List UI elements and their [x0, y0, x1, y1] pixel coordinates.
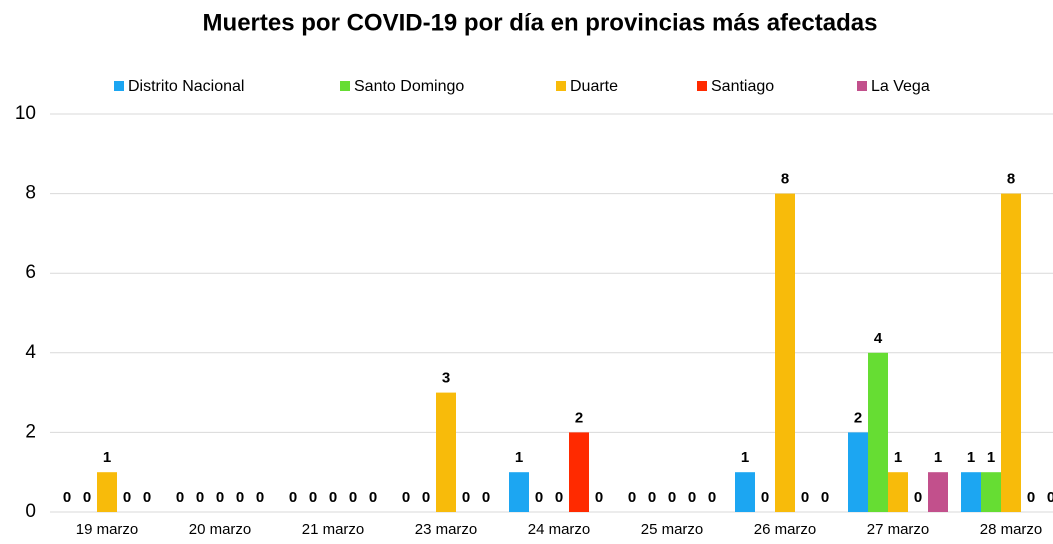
- x-tick-label: 24 marzo: [528, 521, 591, 538]
- legend-swatch: [114, 81, 124, 91]
- y-tick-label: 6: [25, 262, 36, 283]
- value-label: 0: [236, 489, 244, 506]
- value-label: 0: [256, 489, 264, 506]
- value-label: 0: [402, 489, 410, 506]
- x-tick-label: 19 marzo: [76, 521, 139, 538]
- value-label: 0: [708, 489, 716, 506]
- bar: [775, 193, 795, 512]
- bar: [97, 472, 117, 512]
- value-label: 0: [369, 489, 377, 506]
- value-label: 1: [987, 449, 995, 466]
- value-label: 0: [289, 489, 297, 506]
- value-label: 0: [143, 489, 151, 506]
- value-label: 0: [309, 489, 317, 506]
- legend-label: Santo Domingo: [354, 78, 464, 95]
- value-label: 0: [482, 489, 490, 506]
- bar: [848, 432, 868, 512]
- value-label: 0: [83, 489, 91, 506]
- value-label: 1: [515, 449, 523, 466]
- value-label: 0: [595, 489, 603, 506]
- bar: [436, 392, 456, 512]
- value-label: 0: [668, 489, 676, 506]
- bar: [961, 472, 981, 512]
- x-tick-label: 27 marzo: [867, 521, 930, 538]
- value-label: 0: [216, 489, 224, 506]
- x-tick-label: 25 marzo: [641, 521, 704, 538]
- value-label: 0: [914, 489, 922, 506]
- bar: [1001, 193, 1021, 512]
- legend-label: Duarte: [570, 78, 618, 95]
- bar: [981, 472, 1001, 512]
- value-label: 0: [329, 489, 337, 506]
- legend-swatch: [556, 81, 566, 91]
- value-label: 2: [854, 409, 862, 426]
- value-label: 4: [874, 330, 883, 347]
- bar: [735, 472, 755, 512]
- value-label: 0: [1027, 489, 1035, 506]
- x-tick-label: 20 marzo: [189, 521, 252, 538]
- value-label: 0: [1047, 489, 1053, 506]
- value-label: 1: [967, 449, 975, 466]
- bar: [569, 432, 589, 512]
- y-tick-label: 10: [15, 103, 36, 124]
- legend-swatch: [340, 81, 350, 91]
- bar: [509, 472, 529, 512]
- x-tick-label: 21 marzo: [302, 521, 365, 538]
- y-tick-label: 2: [25, 421, 36, 442]
- value-label: 0: [688, 489, 696, 506]
- bar: [868, 352, 888, 512]
- chart-title: Muertes por COVID-19 por día en provinci…: [203, 9, 878, 36]
- value-label: 0: [821, 489, 829, 506]
- value-label: 0: [176, 489, 184, 506]
- x-tick-label: 28 marzo: [980, 521, 1043, 538]
- value-label: 1: [934, 449, 942, 466]
- value-label: 0: [801, 489, 809, 506]
- value-label: 0: [761, 489, 769, 506]
- y-tick-label: 4: [25, 342, 36, 363]
- value-label: 1: [103, 449, 111, 466]
- value-label: 0: [196, 489, 204, 506]
- legend-swatch: [697, 81, 707, 91]
- value-label: 0: [628, 489, 636, 506]
- value-label: 0: [535, 489, 543, 506]
- value-label: 2: [575, 409, 583, 426]
- value-label: 0: [422, 489, 430, 506]
- value-label: 0: [349, 489, 357, 506]
- value-label: 0: [555, 489, 563, 506]
- value-label: 0: [462, 489, 470, 506]
- value-label: 8: [781, 171, 789, 188]
- x-tick-label: 26 marzo: [754, 521, 817, 538]
- legend-swatch: [857, 81, 867, 91]
- y-tick-label: 0: [25, 501, 36, 522]
- bar: [928, 472, 948, 512]
- x-tick-label: 23 marzo: [415, 521, 478, 538]
- value-label: 1: [894, 449, 902, 466]
- value-label: 0: [123, 489, 131, 506]
- legend-label: Santiago: [711, 78, 774, 95]
- value-label: 1: [741, 449, 749, 466]
- value-label: 0: [63, 489, 71, 506]
- value-label: 0: [648, 489, 656, 506]
- legend-label: La Vega: [871, 78, 930, 95]
- value-label: 8: [1007, 171, 1015, 188]
- value-label: 3: [442, 370, 450, 387]
- bar: [888, 472, 908, 512]
- legend-label: Distrito Nacional: [128, 78, 244, 95]
- y-tick-label: 8: [25, 183, 36, 204]
